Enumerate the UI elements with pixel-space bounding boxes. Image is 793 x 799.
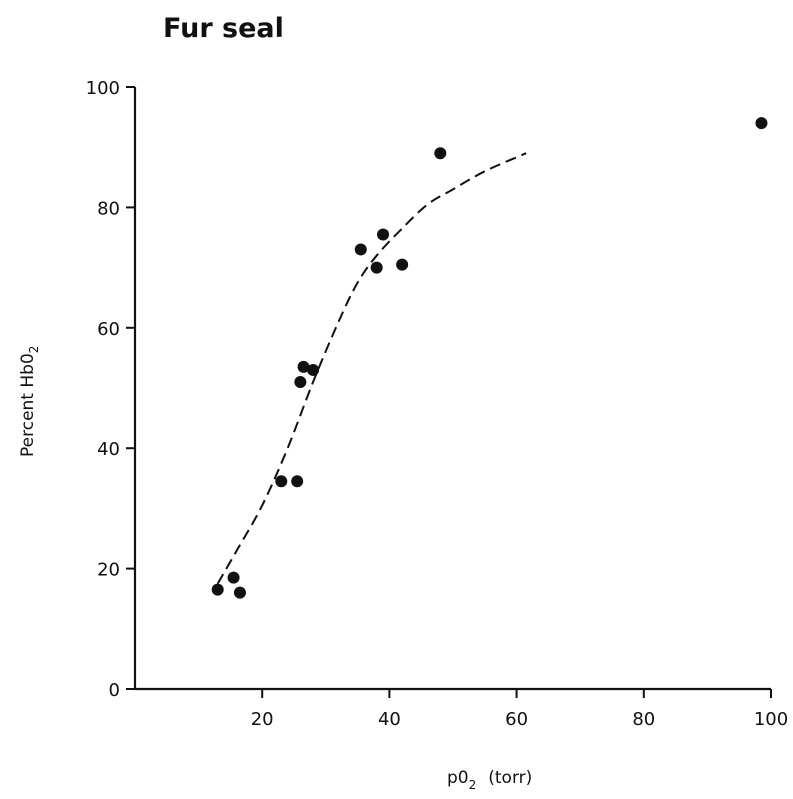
x-axis-label: p02 (torr)	[447, 768, 532, 792]
x-tick-label: 100	[754, 709, 788, 730]
data-point	[370, 261, 383, 274]
data-point	[354, 243, 367, 256]
y-ticks: 0 20 40 60 80 100	[86, 78, 135, 701]
x-axis-label-main: p0	[447, 768, 469, 788]
y-tick-label: 0	[109, 680, 120, 701]
data-point	[755, 117, 768, 130]
y-axis-label: Percent Hb02	[18, 346, 41, 457]
data-point	[233, 586, 246, 599]
y-axis-label-main: Percent Hb0	[18, 353, 38, 457]
fit-curve	[216, 152, 527, 585]
x-axis-label-unit: (torr)	[488, 768, 532, 788]
y-tick-label: 20	[97, 560, 120, 581]
y-tick-label: 40	[97, 439, 120, 460]
data-point	[377, 228, 390, 241]
y-tick-label: 80	[97, 198, 120, 219]
x-ticks: 20 40 60 80 100	[251, 689, 788, 730]
x-tick-label: 80	[632, 709, 655, 730]
data-point	[227, 571, 240, 584]
x-tick-label: 40	[378, 709, 401, 730]
data-point	[307, 363, 320, 376]
y-axis-label-subscript: 2	[27, 346, 41, 354]
y-tick-label: 100	[86, 78, 120, 99]
data-point	[297, 360, 310, 373]
x-tick-label: 60	[505, 709, 528, 730]
x-tick-label: 20	[251, 709, 274, 730]
data-point	[396, 258, 409, 271]
axes	[133, 87, 771, 691]
data-point	[434, 147, 447, 160]
data-point	[294, 375, 307, 388]
y-tick-label: 60	[97, 319, 120, 340]
data-point	[291, 475, 304, 488]
data-point	[211, 583, 224, 596]
chart-title: Fur seal	[163, 13, 284, 44]
data-point	[275, 475, 288, 488]
data-points	[211, 117, 768, 599]
x-axis-label-subscript: 2	[469, 778, 477, 792]
